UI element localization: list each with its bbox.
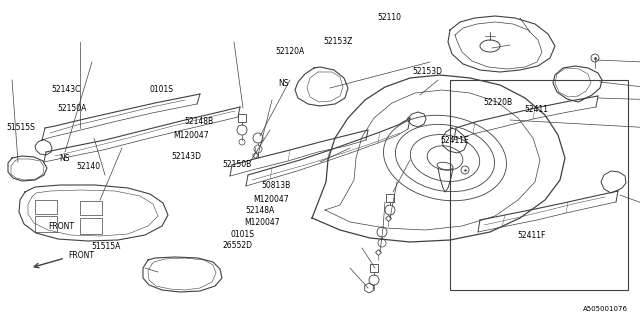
Text: 52411: 52411 bbox=[525, 105, 548, 114]
Text: 51515A: 51515A bbox=[92, 242, 121, 251]
Text: M120047: M120047 bbox=[244, 218, 280, 227]
Text: 26552D: 26552D bbox=[223, 241, 253, 250]
Text: 52148A: 52148A bbox=[245, 206, 275, 215]
Text: 52140: 52140 bbox=[77, 162, 101, 171]
Text: 52143C: 52143C bbox=[51, 85, 81, 94]
Bar bbox=[80, 218, 102, 234]
Bar bbox=[35, 200, 57, 214]
Text: 0101S: 0101S bbox=[149, 85, 173, 94]
Text: 52411F: 52411F bbox=[517, 231, 545, 240]
Text: M120047: M120047 bbox=[173, 131, 209, 140]
Text: 52153D: 52153D bbox=[413, 68, 443, 76]
Text: 0101S: 0101S bbox=[230, 230, 254, 239]
Text: A505001076: A505001076 bbox=[583, 306, 628, 312]
Text: 52148B: 52148B bbox=[184, 117, 214, 126]
Text: 51515S: 51515S bbox=[6, 124, 35, 132]
Text: NS: NS bbox=[278, 79, 289, 88]
Bar bbox=[80, 201, 102, 215]
Bar bbox=[450, 80, 628, 290]
Text: 52150A: 52150A bbox=[58, 104, 87, 113]
Text: FRONT: FRONT bbox=[48, 222, 74, 231]
Text: 50813B: 50813B bbox=[261, 181, 291, 190]
Bar bbox=[238, 114, 246, 122]
Text: 52110: 52110 bbox=[378, 13, 402, 22]
Bar bbox=[386, 194, 394, 202]
Text: FRONT: FRONT bbox=[68, 251, 94, 260]
Text: M120047: M120047 bbox=[253, 195, 289, 204]
Bar bbox=[370, 264, 378, 272]
Text: 52120B: 52120B bbox=[483, 98, 513, 107]
Text: 52153Z: 52153Z bbox=[323, 37, 353, 46]
Text: NS: NS bbox=[60, 154, 70, 163]
Text: 52143D: 52143D bbox=[172, 152, 202, 161]
Text: 52120A: 52120A bbox=[275, 47, 305, 56]
Text: 52411E: 52411E bbox=[440, 136, 469, 145]
Text: 52150B: 52150B bbox=[223, 160, 252, 169]
Bar bbox=[35, 216, 57, 232]
